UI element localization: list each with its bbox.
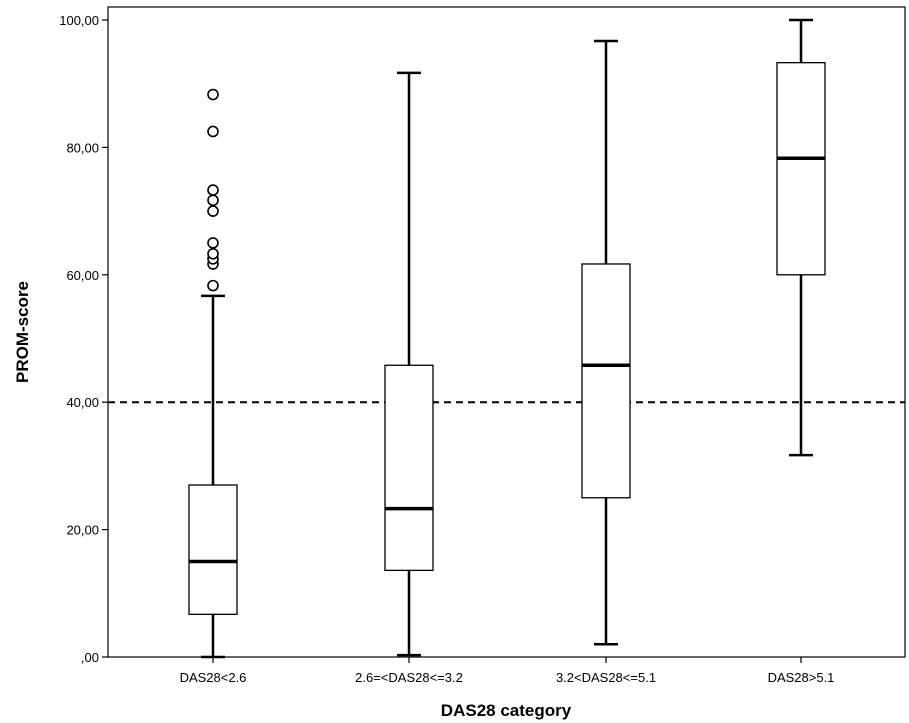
- y-tick-label: 100,00: [59, 13, 99, 28]
- x-axis: DAS28<2.6 2.6=<DAS28<=3.2 3.2<DAS28<=5.1 DA…: [180, 657, 835, 685]
- outlier-point: [207, 194, 219, 207]
- y-tick-label: ,00: [81, 650, 99, 665]
- iqr-box: [776, 62, 826, 276]
- y-axis: ,00 20,00 40,00 60,00 80,00 100,00: [59, 13, 108, 665]
- x-tick-label: 3.2<DAS28<=5.1: [556, 670, 656, 685]
- outlier-point: [207, 88, 219, 101]
- outlier-point: [207, 184, 219, 196]
- outlier-point: [207, 279, 219, 292]
- y-tick-label: 40,00: [66, 395, 99, 410]
- plot-area: [107, 6, 906, 658]
- outlier-point: [207, 237, 219, 249]
- outlier-point: [207, 125, 219, 138]
- y-tick-label: 80,00: [66, 140, 99, 155]
- outlier-point: [207, 205, 219, 217]
- box-3: [581, 39, 631, 646]
- y-axis-title: PROM-score: [13, 281, 32, 383]
- iqr-box: [384, 364, 434, 572]
- box-4: [776, 18, 826, 457]
- x-tick-label: DAS28<2.6: [180, 670, 247, 685]
- iqr-box: [581, 263, 631, 499]
- box-1: [188, 88, 238, 659]
- x-axis-title: DAS28 category: [441, 701, 572, 720]
- outlier-point: [207, 247, 219, 260]
- y-tick-label: 20,00: [66, 523, 99, 538]
- y-tick-label: 60,00: [66, 268, 99, 283]
- x-tick-label: DAS28>5.1: [768, 670, 835, 685]
- x-tick-label: 2.6=<DAS28<=3.2: [355, 670, 463, 685]
- box-2: [384, 71, 434, 657]
- iqr-box: [188, 484, 238, 615]
- boxes-group: [188, 18, 826, 659]
